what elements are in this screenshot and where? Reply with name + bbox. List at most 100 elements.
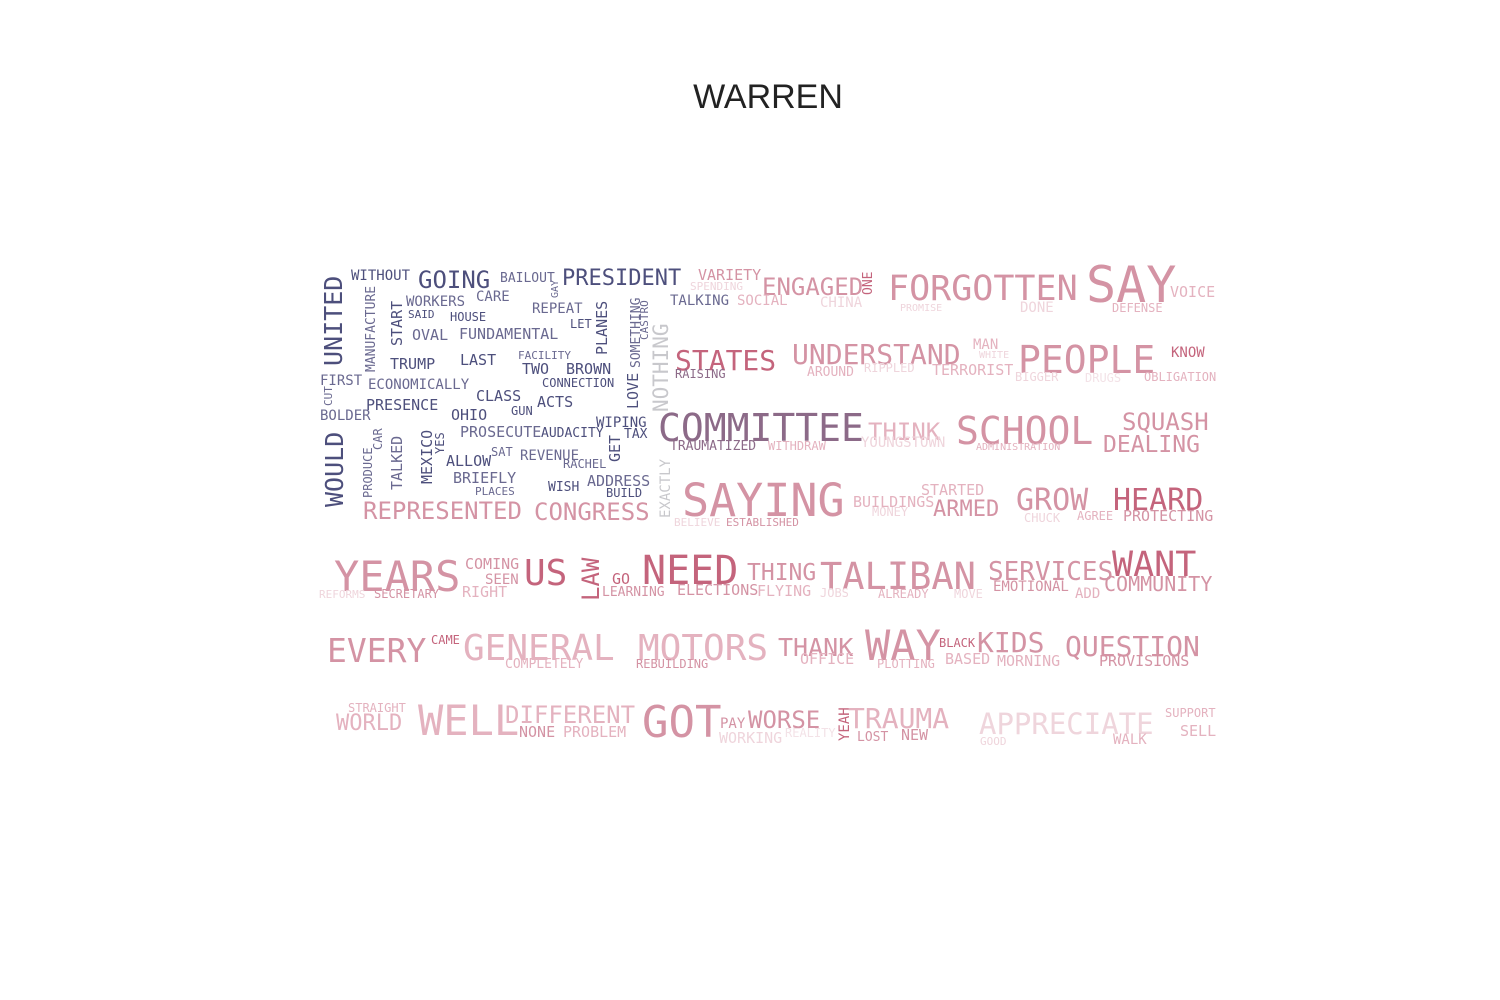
cloud-word: TWO bbox=[522, 360, 549, 378]
cloud-word: ELECTIONS bbox=[677, 581, 758, 599]
cloud-word: SECRETARY bbox=[374, 587, 440, 601]
cloud-word: GROW bbox=[1016, 483, 1089, 518]
cloud-word: OFFICE bbox=[800, 650, 854, 668]
cloud-word: WORKING bbox=[719, 729, 782, 747]
cloud-word: JOBS bbox=[820, 586, 849, 600]
cloud-word: WORKERS bbox=[406, 294, 465, 310]
cloud-word: FUNDAMENTAL bbox=[459, 325, 558, 343]
cloud-word: TALKING bbox=[670, 293, 729, 309]
cloud-word: GUN bbox=[511, 404, 533, 418]
cloud-word: PAY bbox=[720, 716, 746, 732]
cloud-word: BUILD bbox=[606, 486, 642, 500]
cloud-word: FLYING bbox=[757, 582, 811, 600]
cloud-word: STRAIGHT bbox=[348, 701, 406, 715]
cloud-word: BROWN bbox=[566, 360, 611, 378]
cloud-word: WHITE bbox=[979, 350, 1009, 361]
cloud-word: WITHOUT bbox=[351, 268, 411, 284]
cloud-word: GOING bbox=[418, 266, 490, 294]
cloud-word: REALITY bbox=[785, 726, 836, 740]
cloud-word: STARTED bbox=[921, 481, 984, 499]
cloud-word: WANT bbox=[1112, 545, 1196, 585]
cloud-word: THANK bbox=[778, 633, 853, 662]
cloud-word: SPENDING bbox=[690, 280, 743, 293]
cloud-word: LOST bbox=[857, 730, 888, 745]
cloud-word: ADMINISTRATION bbox=[976, 442, 1060, 453]
cloud-word: WALK bbox=[1113, 732, 1147, 748]
cloud-word: GENERAL bbox=[463, 628, 615, 669]
cloud-word: PRESENCE bbox=[366, 396, 438, 414]
cloud-word: START bbox=[388, 301, 406, 346]
cloud-word: PROSECUTE bbox=[460, 423, 541, 441]
cloud-word: BLACK bbox=[939, 636, 976, 650]
cloud-word: MAN bbox=[973, 337, 998, 353]
cloud-word: BASED bbox=[945, 650, 990, 668]
cloud-word: TALKED bbox=[388, 436, 406, 490]
cloud-word: US bbox=[524, 553, 567, 594]
cloud-word: HEARD bbox=[1113, 483, 1203, 518]
cloud-word: BAILOUT bbox=[500, 271, 555, 286]
cloud-word: FIRST bbox=[320, 373, 363, 389]
cloud-word: RIPPLED bbox=[864, 361, 915, 375]
cloud-word: REPEAT bbox=[532, 301, 583, 317]
cloud-word: NEW bbox=[901, 726, 929, 744]
cloud-word: KIDS bbox=[977, 626, 1044, 659]
cloud-word: EMOTIONAL bbox=[993, 579, 1069, 595]
cloud-word: TAX bbox=[624, 427, 648, 442]
cloud-word: TRAUMA bbox=[848, 702, 949, 735]
cloud-word: TRAUMATIZED bbox=[670, 439, 756, 454]
cloud-word: PRODUCE bbox=[361, 447, 375, 498]
cloud-word: MANUFACTURE bbox=[364, 286, 379, 372]
cloud-word: ARMED bbox=[933, 497, 999, 522]
cloud-word: SOMETHING bbox=[629, 297, 644, 368]
cloud-word: SAY bbox=[1086, 256, 1176, 314]
cloud-word: GOOD bbox=[980, 735, 1007, 748]
cloud-word: ADDRESS bbox=[587, 472, 650, 490]
cloud-word: LAW bbox=[577, 557, 605, 601]
cloud-word: TERRORIST bbox=[932, 361, 1013, 379]
cloud-word: BELIEVE bbox=[674, 516, 720, 529]
cloud-word: WELL bbox=[418, 696, 519, 745]
cloud-word: RACHEL bbox=[563, 457, 606, 471]
cloud-word: PLANES bbox=[593, 301, 611, 355]
cloud-word: VARIETY bbox=[698, 266, 761, 284]
cloud-word: QUESTION bbox=[1065, 630, 1200, 663]
cloud-word: WIPING bbox=[596, 415, 647, 431]
cloud-word: BOLDER bbox=[320, 408, 371, 424]
cloud-word: NOTHING bbox=[649, 323, 673, 412]
cloud-word: ADD bbox=[1075, 586, 1100, 602]
cloud-word: WISH bbox=[548, 480, 579, 495]
cloud-word: THINK bbox=[868, 418, 941, 446]
cloud-word: MEXICO bbox=[418, 430, 436, 484]
cloud-word: PROBLEM bbox=[563, 723, 626, 741]
cloud-word: FACILITY bbox=[518, 349, 571, 362]
cloud-word: STATES bbox=[675, 344, 776, 377]
cloud-word: COMING bbox=[465, 555, 519, 573]
cloud-word: GOT bbox=[642, 697, 721, 748]
cloud-word: CHUCK bbox=[1024, 511, 1061, 525]
cloud-word: SAID bbox=[408, 308, 435, 321]
cloud-word: PEOPLE bbox=[1018, 338, 1155, 382]
cloud-word: CAR bbox=[371, 428, 385, 450]
cloud-word: AROUND bbox=[807, 365, 854, 380]
cloud-word: PROTECTING bbox=[1123, 507, 1213, 525]
cloud-word: COMMITTEE bbox=[658, 406, 864, 450]
cloud-word: ENGAGED bbox=[762, 273, 863, 301]
cloud-word: SUPPORT bbox=[1165, 706, 1216, 720]
cloud-word: ESTABLISHED bbox=[726, 516, 799, 529]
cloud-word: RIGHT bbox=[462, 583, 507, 601]
cloud-word: ACTS bbox=[537, 393, 573, 411]
cloud-word: EVERY bbox=[327, 631, 426, 670]
cloud-word: YEARS bbox=[334, 552, 460, 601]
cloud-word: ECONOMICALLY bbox=[368, 377, 470, 393]
cloud-word: PLACES bbox=[475, 485, 515, 498]
cloud-word: MOVE bbox=[954, 587, 983, 601]
cloud-word: TRUMP bbox=[390, 355, 435, 373]
cloud-word: CUT bbox=[322, 386, 335, 406]
cloud-word: SAYING bbox=[682, 474, 845, 527]
cloud-word: RAISING bbox=[675, 367, 726, 381]
cloud-word: SEEN bbox=[485, 572, 519, 588]
cloud-word: APPRECIATE bbox=[979, 707, 1154, 741]
cloud-word: WOULD bbox=[320, 432, 349, 507]
cloud-word: DONE bbox=[1020, 300, 1054, 316]
